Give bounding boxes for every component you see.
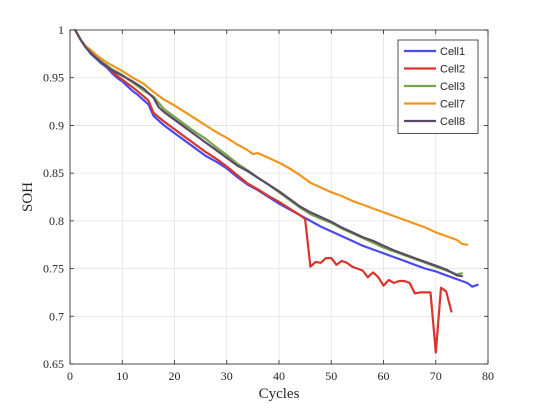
series-line-cell7 [74, 28, 469, 246]
series-line-cell2 [74, 28, 453, 354]
y-tick-label: 1 [58, 23, 64, 37]
legend-label-cell8: Cell8 [440, 116, 465, 128]
legend-label-cell3: Cell3 [440, 81, 465, 93]
x-tick-label: 40 [273, 369, 285, 383]
y-tick-label: 0.85 [43, 166, 64, 180]
x-tick-label: 50 [325, 369, 337, 383]
y-tick-label: 0.9 [49, 118, 64, 132]
series-layer [74, 28, 479, 354]
series-line-cell1 [74, 28, 479, 288]
y-tick-label: 0.65 [43, 357, 64, 371]
y-axis-label: SOH [20, 182, 36, 212]
series-line-cell8 [74, 28, 463, 278]
x-axis-label: Cycles [259, 386, 300, 402]
y-tick-label: 0.8 [49, 214, 64, 228]
ticks-layer: 0 10 20 30 40 50 60 70 80 0.65 0.7 0.75 0.8 0.85 0.9 0.… [43, 23, 494, 383]
y-tick-label: 0.95 [43, 71, 64, 85]
y-tick-label: 0.75 [43, 262, 64, 276]
y-tick-label: 0.7 [49, 309, 64, 323]
legend-label-cell2: Cell2 [440, 64, 465, 76]
x-tick-label: 70 [430, 369, 442, 383]
legend-label-cell1: Cell1 [440, 46, 465, 58]
x-tick-label: 60 [378, 369, 390, 383]
legend: Cell1 Cell2 Cell3 Cell7 Cell8 [397, 39, 479, 134]
x-tick-label: 20 [169, 369, 181, 383]
legend-label-cell7: Cell7 [440, 99, 465, 111]
x-tick-label: 0 [67, 369, 73, 383]
x-tick-label: 30 [221, 369, 233, 383]
x-tick-label: 80 [482, 369, 494, 383]
x-tick-label: 10 [116, 369, 128, 383]
